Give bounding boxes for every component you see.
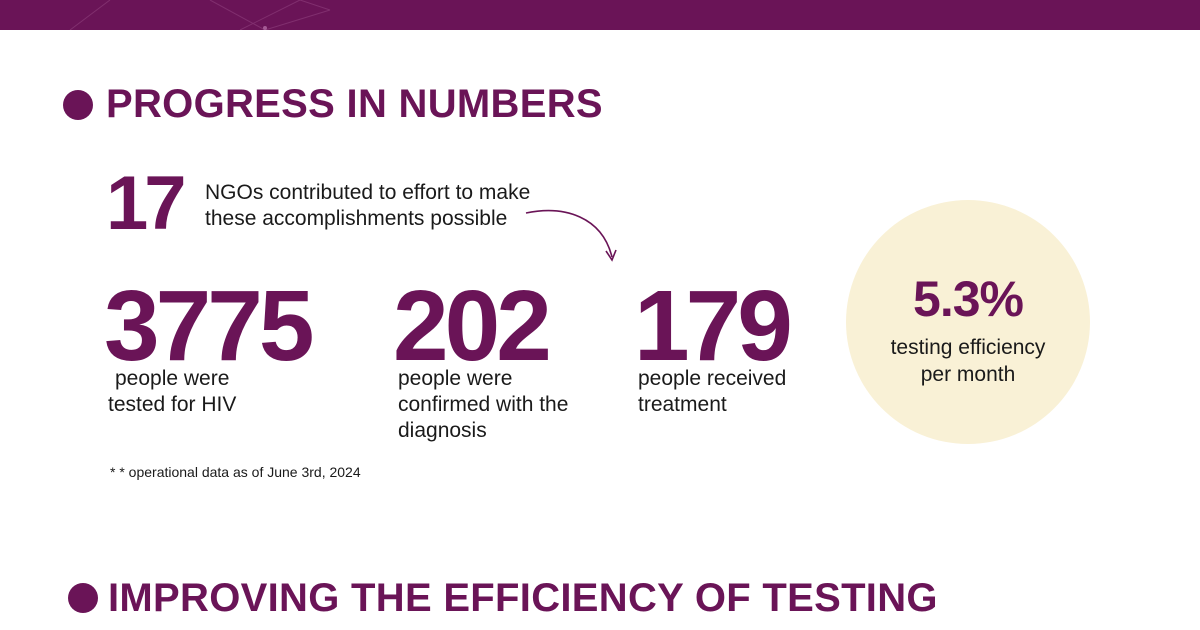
stat-caption-tested: people were tested for HIV [108, 366, 236, 418]
efficiency-value: 5.3% [913, 271, 1024, 327]
ngo-count: 17 [106, 161, 187, 246]
stat-caption-line: people were [398, 367, 513, 390]
section-bullet-icon [68, 583, 98, 613]
stat-caption-line: diagnosis [398, 419, 487, 442]
top-banner [0, 0, 1200, 30]
ngo-caption: NGOs contributed to effort to make these… [205, 180, 530, 232]
curved-arrow-icon [525, 209, 617, 262]
stat-caption-line: treatment [638, 393, 727, 416]
footnote: * * operational data as of June 3rd, 202… [110, 464, 361, 480]
stat-caption-confirmed: people were confirmed with the diagnosis [398, 366, 568, 444]
stat-caption-treated: people received treatment [638, 366, 786, 418]
stat-value-confirmed: 202 [393, 270, 552, 382]
stat-caption-line: tested for HIV [108, 393, 237, 416]
section-title-efficiency: IMPROVING THE EFFICIENCY OF TESTING [108, 576, 938, 620]
efficiency-caption-line: testing efficiency [890, 336, 1046, 359]
section-bullet-icon [63, 90, 93, 120]
stat-caption-line: people were [115, 367, 230, 390]
ngo-caption-line: these accomplishments possible [205, 207, 508, 230]
efficiency-circle: 5.3% testing efficiency per month [846, 200, 1090, 444]
stat-value-tested: 3775 [104, 270, 314, 382]
efficiency-caption: testing efficiency per month [846, 334, 1090, 388]
section-title-progress: PROGRESS IN NUMBERS [106, 82, 603, 126]
banner-network-pattern [69, 0, 331, 30]
stat-caption-line: confirmed with the [398, 393, 569, 416]
stat-value-treated: 179 [634, 270, 793, 382]
ngo-caption-line: NGOs contributed to effort to make [205, 181, 531, 204]
stat-caption-line: people received [638, 367, 787, 390]
efficiency-caption-line: per month [920, 363, 1016, 386]
